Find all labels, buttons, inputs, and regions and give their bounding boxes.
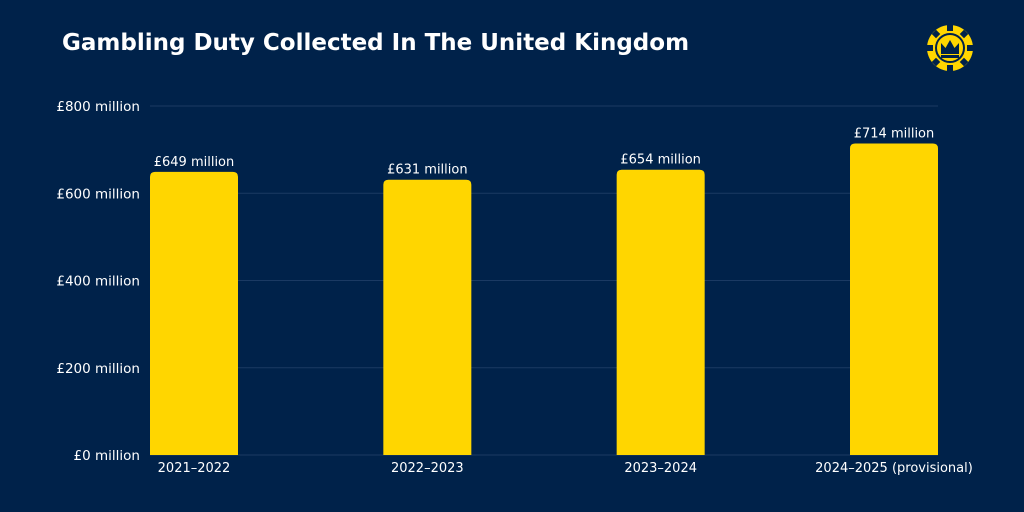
x-category-label: 2022–2023 <box>391 461 464 476</box>
y-tick-label: £0 million <box>74 448 140 464</box>
bar <box>150 171 238 455</box>
bars <box>150 143 938 455</box>
x-category-label: 2021–2022 <box>158 461 231 476</box>
data-label: £649 million <box>154 155 235 170</box>
data-labels: £649 million £631 million £654 million £714… <box>154 127 935 178</box>
data-label: £654 million <box>620 153 701 168</box>
crown-chip-icon <box>927 25 973 71</box>
y-tick-label: £600 million <box>56 186 140 202</box>
y-axis-tick-labels: £0 million £200 million £400 million £600 m… <box>56 99 140 464</box>
bar <box>383 179 472 455</box>
x-axis-category-labels: 2021–2022 2022–2023 2023–2024 2024–2025 (pr… <box>158 461 973 476</box>
x-category-label: 2023–2024 <box>624 461 697 476</box>
y-tick-label: £200 million <box>56 361 140 377</box>
gridlines <box>150 105 938 456</box>
data-label: £714 million <box>854 127 935 142</box>
y-tick-label: £400 million <box>56 274 140 290</box>
y-tick-label: £800 million <box>56 99 140 115</box>
bar <box>850 143 938 455</box>
chart-title: Gambling Duty Collected In The United Ki… <box>62 30 690 56</box>
bar <box>616 169 705 455</box>
x-category-label: 2024–2025 (provisional) <box>815 461 973 476</box>
data-label: £631 million <box>387 163 468 178</box>
